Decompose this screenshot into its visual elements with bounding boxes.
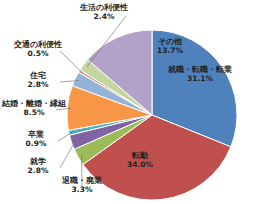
slice-value: 31.1% [187, 74, 214, 83]
slice-label: 結婚・離婚・縁組 [1, 99, 66, 108]
leader-line [60, 51, 83, 73]
leader-line [60, 141, 75, 168]
slice-label: 転勤 [132, 151, 148, 160]
slice-label: 生活の利便性 [79, 3, 128, 12]
leader-line [58, 132, 73, 141]
pie-slice [88, 30, 152, 115]
slice-label: 卒業 [27, 130, 44, 139]
leader-line [60, 81, 79, 82]
slice-label: 退職・廃業 [61, 176, 102, 185]
slice-value: 3.3% [72, 185, 93, 194]
data-labels: 就職・転職・転業31.1%転勤34.0%退職・廃業3.3%就学2.8%卒業0.9… [1, 3, 232, 194]
slice-value: 2.8% [28, 80, 49, 89]
slice-label: その他 [158, 37, 183, 46]
chart-container: 就職・転職・転業31.1%転勤34.0%退職・廃業3.3%就学2.8%卒業0.9… [0, 0, 253, 204]
slice-label: 就職・転職・転業 [167, 65, 232, 74]
slice-value: 34.0% [127, 160, 154, 169]
slice-value: 8.5% [24, 108, 45, 117]
slice-label: 交通の利便性 [13, 39, 62, 49]
slice-value: 2.8% [28, 166, 49, 175]
slice-label: 住宅 [29, 70, 46, 80]
slice-value: 13.7% [157, 46, 184, 55]
pie-chart: 就職・転職・転業31.1%転勤34.0%退職・廃業3.3%就学2.8%卒業0.9… [0, 0, 253, 204]
leader-line [87, 16, 126, 67]
slices [67, 30, 237, 200]
slice-value: 0.9% [26, 139, 47, 148]
slice-value: 0.5% [28, 49, 49, 58]
leader-line [56, 108, 71, 110]
slice-value: 2.4% [94, 12, 115, 21]
slice-label: 就学 [29, 157, 46, 166]
